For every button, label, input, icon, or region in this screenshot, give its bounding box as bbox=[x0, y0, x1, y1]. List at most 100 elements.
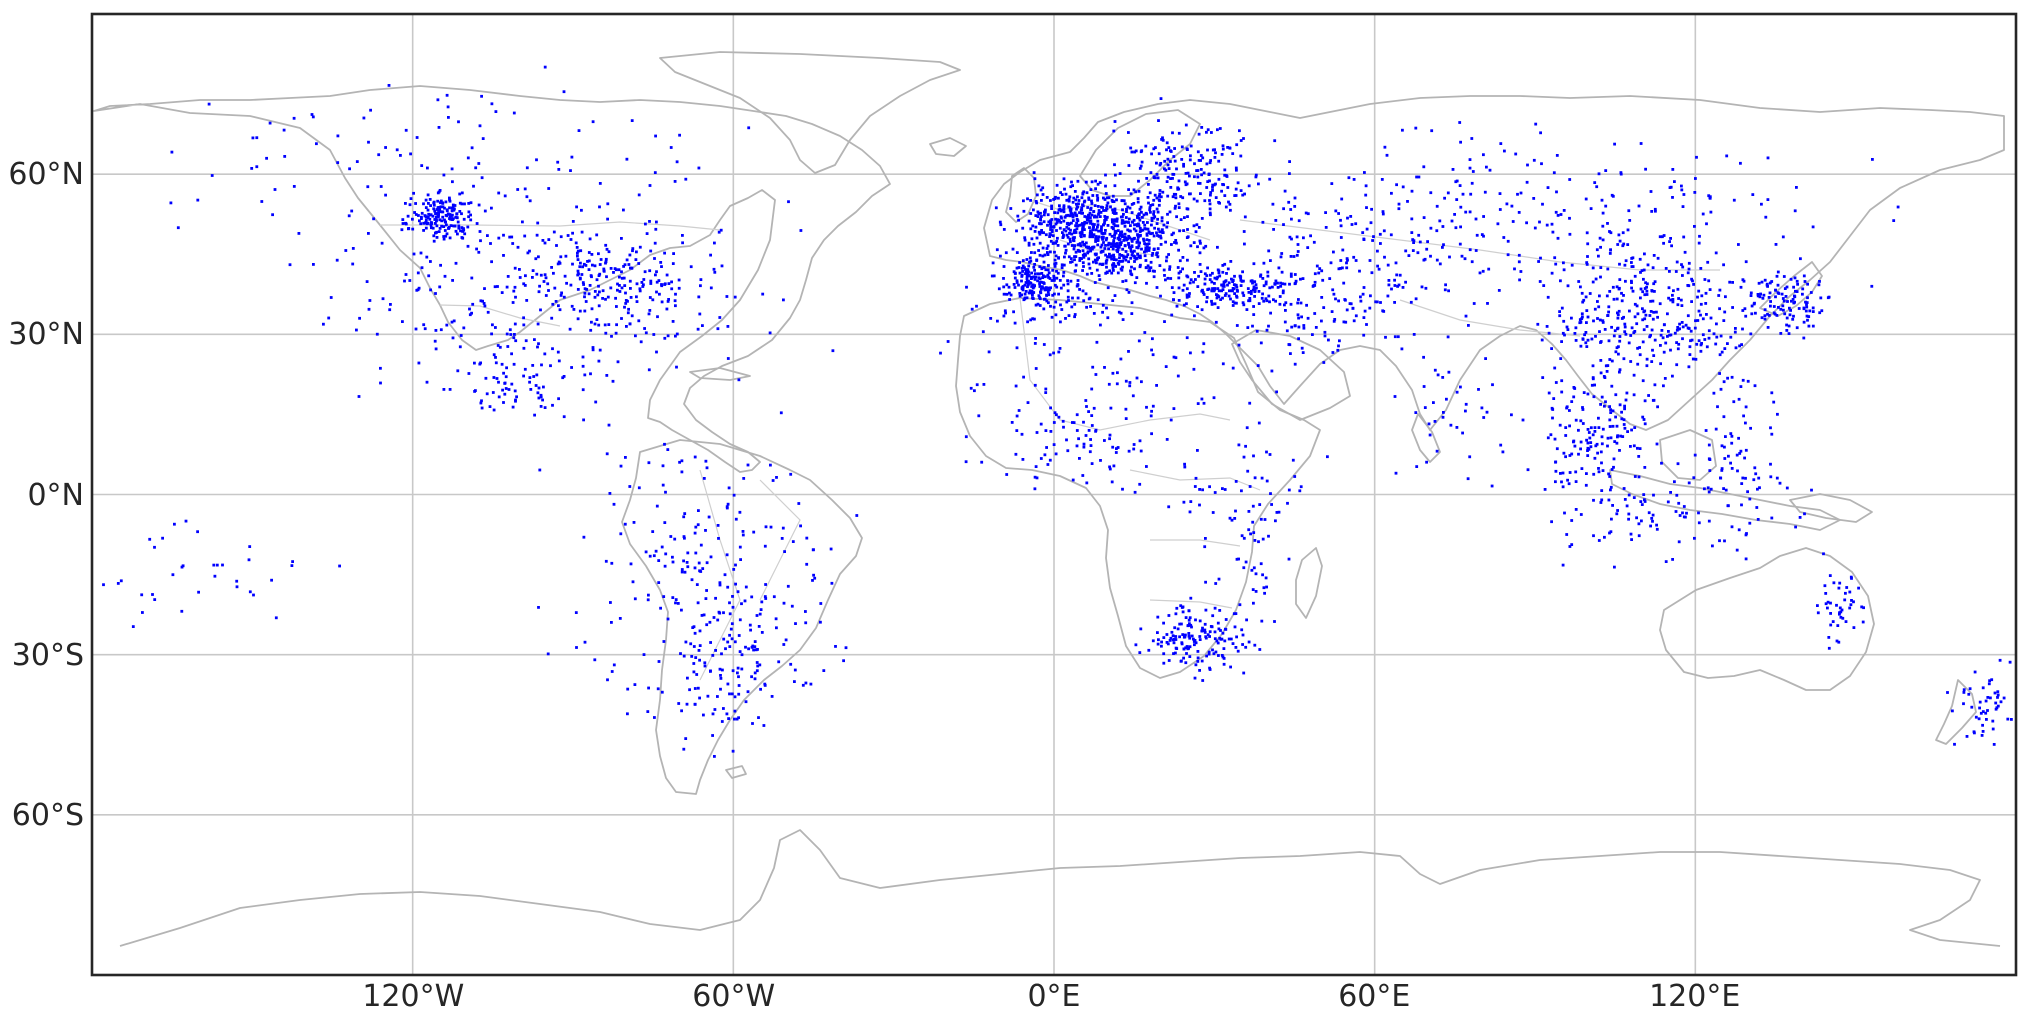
station-point bbox=[1040, 267, 1044, 271]
station-point bbox=[1284, 301, 1288, 305]
station-point bbox=[1315, 264, 1319, 268]
station-point bbox=[1777, 306, 1780, 309]
station-point bbox=[1589, 445, 1593, 449]
station-point bbox=[1167, 146, 1171, 149]
station-point bbox=[1151, 337, 1154, 341]
station-point bbox=[709, 670, 712, 673]
station-point bbox=[633, 683, 637, 686]
station-point bbox=[116, 582, 120, 585]
station-point bbox=[819, 602, 823, 605]
station-point bbox=[1597, 467, 1600, 470]
station-point bbox=[1060, 308, 1064, 311]
station-point bbox=[1048, 277, 1052, 280]
station-point bbox=[512, 336, 516, 340]
station-point bbox=[1409, 300, 1413, 304]
station-point bbox=[180, 609, 184, 613]
station-point bbox=[1015, 251, 1019, 254]
station-point bbox=[542, 280, 546, 283]
station-point bbox=[1730, 441, 1734, 445]
station-point bbox=[1137, 179, 1140, 183]
station-point bbox=[1210, 303, 1214, 306]
station-point bbox=[1611, 424, 1615, 428]
station-point bbox=[417, 214, 420, 217]
station-point bbox=[711, 734, 714, 737]
station-point bbox=[593, 295, 597, 299]
station-point bbox=[1772, 305, 1776, 308]
station-point bbox=[1568, 471, 1572, 474]
station-point bbox=[1414, 297, 1418, 301]
station-point bbox=[682, 515, 686, 519]
station-point bbox=[1145, 238, 1149, 242]
station-point bbox=[488, 405, 492, 408]
station-point bbox=[1032, 208, 1035, 212]
station-point bbox=[1042, 307, 1046, 311]
station-point bbox=[1083, 220, 1087, 224]
station-point bbox=[1650, 210, 1654, 213]
station-point bbox=[1525, 221, 1528, 225]
station-point bbox=[546, 282, 550, 286]
station-point bbox=[247, 558, 251, 562]
station-point bbox=[1138, 439, 1142, 443]
station-point bbox=[1136, 238, 1140, 242]
station-point bbox=[1654, 209, 1657, 213]
station-point bbox=[480, 94, 483, 98]
station-point bbox=[1146, 264, 1150, 268]
station-point bbox=[478, 124, 482, 128]
station-point bbox=[1104, 216, 1107, 220]
station-point bbox=[789, 472, 793, 476]
station-point bbox=[1053, 211, 1056, 214]
station-point bbox=[1511, 220, 1515, 223]
station-point bbox=[1125, 220, 1129, 224]
station-point bbox=[1232, 283, 1236, 286]
station-point bbox=[1339, 224, 1343, 228]
station-point bbox=[1547, 331, 1551, 335]
station-point bbox=[523, 367, 527, 371]
station-point bbox=[1192, 241, 1196, 244]
station-point bbox=[1624, 398, 1628, 402]
station-point bbox=[1697, 309, 1701, 313]
station-point bbox=[1034, 275, 1038, 279]
station-point bbox=[1139, 164, 1143, 168]
station-point bbox=[1595, 442, 1599, 446]
station-point bbox=[1422, 165, 1426, 169]
station-point bbox=[1110, 198, 1114, 202]
station-point bbox=[1182, 283, 1186, 287]
station-point bbox=[1021, 288, 1025, 292]
station-point bbox=[1081, 249, 1085, 253]
station-point bbox=[1033, 251, 1037, 255]
station-point bbox=[1623, 404, 1626, 408]
station-point bbox=[994, 206, 998, 210]
station-point bbox=[1737, 528, 1741, 532]
station-point bbox=[1852, 600, 1855, 604]
station-point bbox=[1233, 274, 1236, 278]
station-point bbox=[728, 633, 731, 637]
station-point bbox=[1763, 308, 1767, 312]
station-point bbox=[1424, 286, 1428, 290]
station-point bbox=[380, 241, 384, 245]
station-point bbox=[1115, 198, 1118, 202]
station-point bbox=[624, 299, 628, 302]
station-point bbox=[610, 621, 613, 624]
station-point bbox=[1981, 710, 1985, 713]
station-point bbox=[1181, 256, 1185, 259]
station-point bbox=[574, 241, 578, 245]
station-point bbox=[1441, 415, 1445, 419]
station-point bbox=[437, 126, 441, 129]
station-point bbox=[598, 205, 601, 209]
station-point bbox=[1126, 253, 1130, 256]
station-point bbox=[504, 375, 508, 379]
station-point bbox=[1270, 503, 1273, 506]
station-point bbox=[523, 234, 527, 238]
station-point bbox=[1234, 480, 1238, 483]
station-point bbox=[1987, 682, 1991, 686]
station-point bbox=[1171, 638, 1175, 642]
station-point bbox=[1397, 202, 1401, 206]
station-point bbox=[315, 142, 318, 146]
station-point bbox=[1811, 324, 1815, 328]
station-point bbox=[657, 660, 661, 663]
station-point bbox=[221, 563, 224, 567]
station-point bbox=[1766, 156, 1770, 160]
station-point bbox=[1124, 279, 1128, 283]
station-point bbox=[1052, 225, 1055, 229]
station-point bbox=[1039, 422, 1043, 426]
